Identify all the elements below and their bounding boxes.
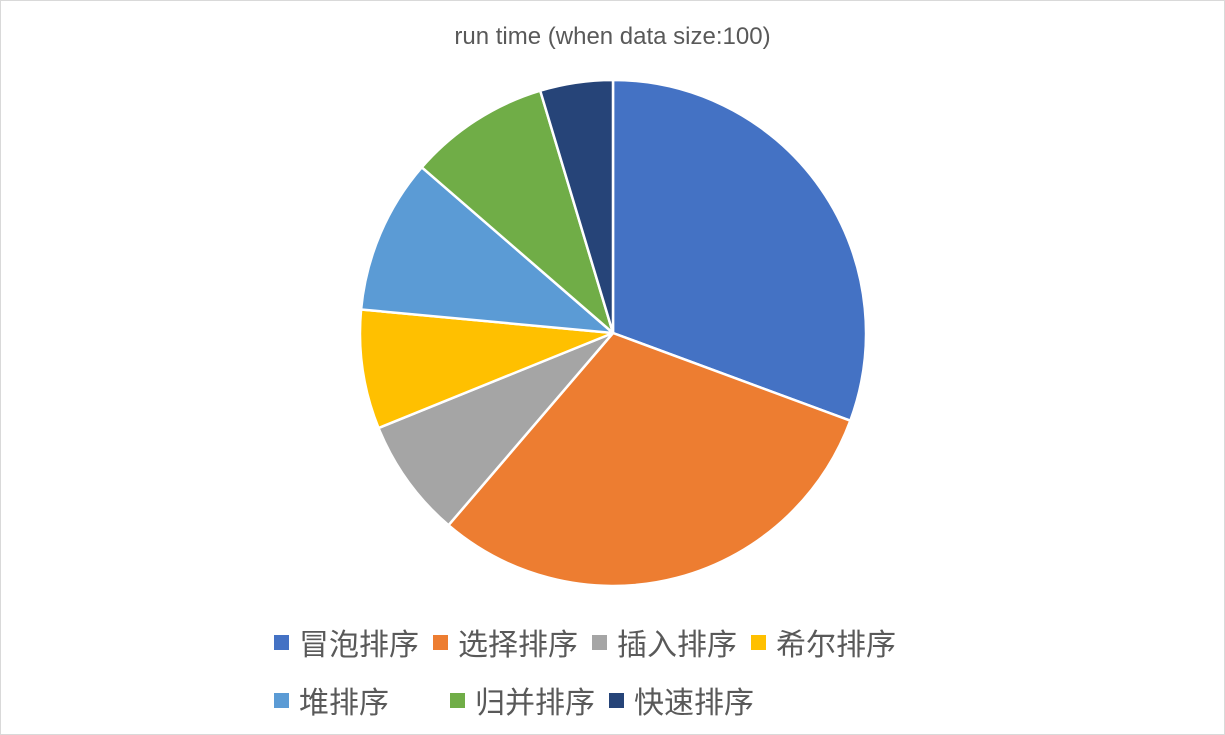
pie-slice-insertion-sort <box>377 331 615 527</box>
legend-label: 快速排序 <box>634 686 754 721</box>
legend-label: 归并排序 <box>475 686 595 721</box>
legend-item-quick-sort: 快速排序 <box>609 678 754 722</box>
legend-swatch <box>751 634 766 650</box>
chart-legend: 冒泡排序 选择排序 插入排序 希尔排序 堆排序 归并排序 <box>274 613 994 729</box>
legend-label: 选择排序 <box>458 628 578 663</box>
pie-slice-selection-sort <box>447 331 852 588</box>
legend-swatch <box>450 692 465 708</box>
legend-swatch <box>274 692 289 708</box>
pie-slice-merge-sort <box>420 89 615 335</box>
legend-label: 插入排序 <box>617 628 737 663</box>
legend-item-merge-sort: 归并排序 <box>450 678 595 722</box>
legend-item-insertion-sort: 插入排序 <box>592 620 737 664</box>
legend-label: 堆排序 <box>299 686 389 721</box>
legend-label: 希尔排序 <box>776 628 896 663</box>
legend-label: 冒泡排序 <box>299 628 419 663</box>
chart-title: run time (when data size:100) <box>454 23 771 50</box>
legend-swatch <box>274 634 289 650</box>
legend-item-selection-sort: 选择排序 <box>433 620 578 664</box>
legend-row: 冒泡排序 选择排序 插入排序 希尔排序 <box>274 613 994 671</box>
legend-swatch <box>609 692 624 708</box>
legend-item-bubble-sort: 冒泡排序 <box>274 620 419 664</box>
pie-slice-shell-sort <box>358 308 615 430</box>
pie-slice-heap-sort <box>359 166 615 335</box>
pie-slice-bubble-sort <box>611 78 868 422</box>
legend-item-heap-sort: 堆排序 <box>274 678 436 722</box>
legend-item-shell-sort: 希尔排序 <box>751 620 896 664</box>
pie-slice-quick-sort <box>538 78 615 335</box>
legend-row: 堆排序 归并排序 快速排序 <box>274 671 994 729</box>
legend-swatch <box>592 634 607 650</box>
legend-swatch <box>433 634 448 650</box>
